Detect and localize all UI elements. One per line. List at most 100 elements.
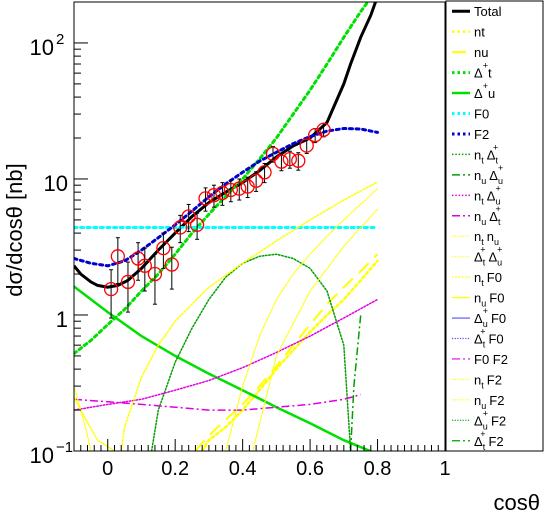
curve-deltaplust-deltaplusu xyxy=(252,208,379,451)
data-point xyxy=(120,261,136,313)
data-point xyxy=(248,171,264,192)
data-marker xyxy=(164,257,179,272)
curve-nt-deltaplust xyxy=(150,253,352,451)
curve-f2 xyxy=(74,126,379,268)
data-point xyxy=(282,150,298,169)
legend-label: Δu+ F0 xyxy=(474,306,506,329)
legend-label: nt F2 xyxy=(474,372,502,390)
legend-entry-f2: F2 xyxy=(452,127,489,142)
legend-label: Δt+ Δu+ xyxy=(474,245,502,268)
y-tick-label: 10 xyxy=(30,443,54,468)
x-axis: 0 0.2 0.4 0.6 0.8 1 xyxy=(73,439,451,480)
legend-label: nu xyxy=(474,45,488,60)
y-axis-label: dσ/dcosθ [nb] xyxy=(2,163,27,296)
data-point xyxy=(223,179,238,203)
data-marker xyxy=(189,217,205,232)
data-marker xyxy=(282,151,298,167)
legend-entry-f0-f2: F0 F2 xyxy=(452,352,508,367)
legend-entry-nu: nu xyxy=(452,45,488,60)
data-marker xyxy=(215,185,230,201)
x-tick-label: 0.6 xyxy=(296,458,324,480)
legend-entry-nt-deltaplusu: nt Δu+ xyxy=(452,183,501,206)
y-tick-label: 10 xyxy=(44,171,68,196)
legend-label: nu Δt+ xyxy=(474,204,501,227)
data-point xyxy=(232,178,247,201)
legend-entry-deltaplust: Δ+t xyxy=(452,61,492,81)
data-marker xyxy=(307,127,323,143)
data-point xyxy=(173,214,188,244)
legend-entry-nu-f2: nu F2 xyxy=(452,393,504,411)
legend-label: Δ+u xyxy=(474,81,495,101)
curve-nu-deltaplusu xyxy=(349,314,362,451)
legend-entry-deltaplusu-f0: Δu+ F0 xyxy=(452,306,506,329)
curve-deltaplust xyxy=(74,2,370,356)
data-marker xyxy=(316,122,331,137)
data-marker xyxy=(156,240,171,256)
data-marker xyxy=(110,249,125,264)
data-marker xyxy=(198,191,213,206)
legend-entry-nu-f0: nu F0 xyxy=(452,291,504,309)
legend-label: nu Δu+ xyxy=(474,163,503,186)
y-tick-label: 10 xyxy=(30,35,54,60)
legend-label: nt Δu+ xyxy=(474,183,501,206)
curve-nt-f0 xyxy=(120,181,379,451)
data-marker xyxy=(248,173,264,188)
y-tick-label: 1 xyxy=(56,307,68,332)
data-point xyxy=(181,203,196,233)
data-point xyxy=(307,127,323,144)
data-point xyxy=(265,146,281,163)
legend-entry-nt-f0: nt F0 xyxy=(452,270,502,288)
curves-layer xyxy=(74,2,379,451)
legend-entry-deltaplusu-f2: Δu+ F2 xyxy=(452,408,506,431)
legend-label: nt Δt+ xyxy=(474,142,498,165)
legend-entry-nt-nu: nt nu xyxy=(452,229,499,247)
legend-label: Δu+ F2 xyxy=(474,408,506,431)
y-tick-exponent: 2 xyxy=(56,31,64,48)
data-marker xyxy=(206,188,222,203)
data-marker xyxy=(181,209,196,224)
legend-box xyxy=(445,0,544,452)
data-point xyxy=(274,153,289,172)
data-marker xyxy=(120,274,136,290)
legend-label: Δt+ F0 xyxy=(474,327,504,350)
legend-entry-total: Total xyxy=(452,4,502,19)
legend-label: F0 F2 xyxy=(474,352,508,367)
data-point xyxy=(156,232,171,269)
data-point xyxy=(164,246,179,290)
legend-label: nu F0 xyxy=(474,291,504,309)
data-marker xyxy=(257,165,272,180)
plot-frame xyxy=(73,1,446,452)
x-axis-label: cosθ xyxy=(494,490,540,515)
data-point xyxy=(299,138,314,154)
data-points-layer xyxy=(103,122,331,319)
legend-label: F0 xyxy=(474,107,489,122)
curve-nt-deltaplusu xyxy=(74,298,379,411)
data-point xyxy=(215,182,230,206)
legend-entry-nu-deltaplust: nu Δt+ xyxy=(452,204,501,227)
legend-entry-deltaplust-f2: Δt+ F2 xyxy=(452,429,504,452)
data-point xyxy=(291,152,306,171)
data-marker xyxy=(223,182,238,198)
curve-nu-f0 xyxy=(74,396,115,451)
x-tick-label: 0.2 xyxy=(161,458,189,480)
data-marker xyxy=(232,181,247,196)
legend-entry-deltaplust-deltaplusu: Δt+ Δu+ xyxy=(452,245,502,268)
legend-entry-nt: nt xyxy=(452,25,485,40)
x-tick-label: 0 xyxy=(102,458,113,480)
legend-entry-f0: F0 xyxy=(452,107,489,122)
data-marker xyxy=(137,258,152,273)
data-point xyxy=(103,269,119,319)
legend-label: nt xyxy=(474,25,485,40)
x-tick-label: 1 xyxy=(439,458,450,480)
y-tick-exponent: −1 xyxy=(56,439,73,456)
data-point xyxy=(189,212,205,240)
legend-entry-nt-deltaplust: nt Δt+ xyxy=(452,142,498,165)
legend-label: nt F0 xyxy=(474,270,502,288)
data-marker xyxy=(103,281,119,297)
legend-entry-nt-f2: nt F2 xyxy=(452,372,502,390)
legend-label: F2 xyxy=(474,127,489,142)
